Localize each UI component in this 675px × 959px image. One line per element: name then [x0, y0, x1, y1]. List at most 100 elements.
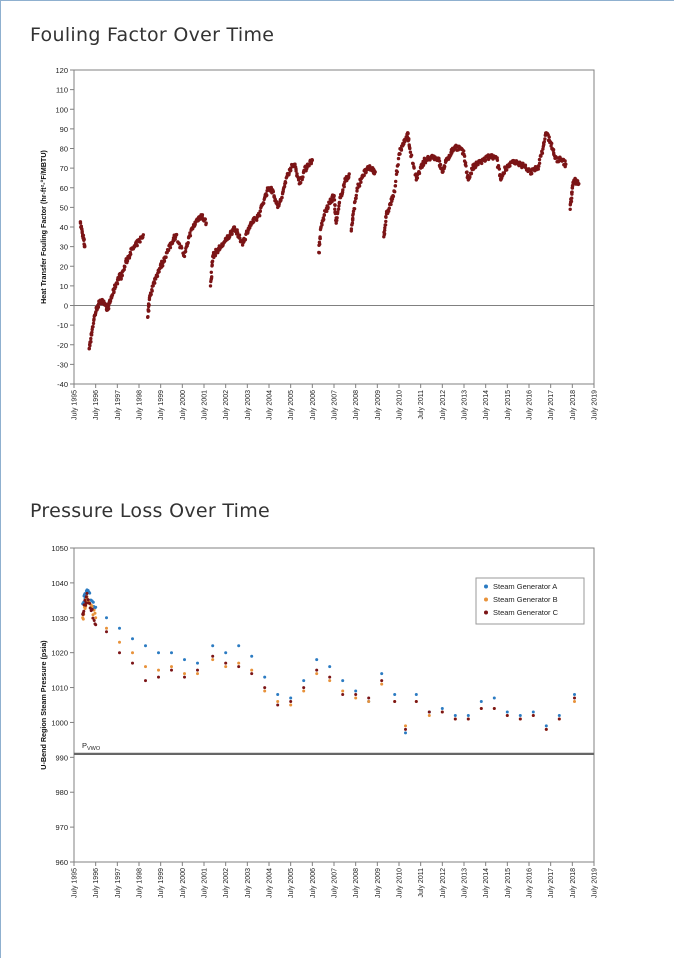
data-point	[380, 672, 384, 676]
data-point	[208, 284, 213, 288]
fouling-factor-chart: -40 -30 -20 -10 0 10 20 30 40 50 60 70 80 90 100 110 120…	[39, 66, 599, 420]
data-point	[240, 243, 245, 247]
legend-marker	[484, 597, 488, 602]
data-point	[408, 150, 413, 154]
data-point	[407, 138, 411, 142]
data-point	[350, 221, 355, 225]
data-point	[354, 693, 358, 696]
x-tick-label: July 2015	[505, 390, 512, 420]
y-tick-label: 1020	[51, 649, 68, 658]
data-point	[544, 727, 548, 731]
data-point	[131, 637, 134, 641]
data-point	[342, 185, 346, 189]
data-point	[404, 727, 407, 731]
data-point	[141, 235, 145, 239]
data-point	[505, 168, 509, 172]
data-point	[107, 306, 111, 311]
data-point	[399, 147, 404, 151]
data-point	[93, 622, 97, 626]
data-point	[372, 169, 376, 173]
data-point	[196, 668, 199, 672]
data-point	[414, 700, 418, 703]
x-tick-label: July 1996	[93, 868, 100, 898]
data-point	[394, 179, 398, 184]
data-point	[326, 205, 330, 210]
pressure-loss-chart: 960 970 980 990 1000 1010 1020 1030 1040 1050 July…	[39, 544, 599, 898]
x-tick-label: July 2014	[483, 868, 490, 898]
data-point	[427, 710, 431, 714]
data-point	[131, 651, 134, 655]
data-point	[570, 196, 574, 200]
data-point	[196, 672, 199, 676]
x-tick-label: July 2006	[310, 390, 317, 420]
data-point	[203, 217, 207, 221]
data-point	[230, 231, 234, 236]
data-point	[299, 181, 303, 185]
data-point	[320, 223, 324, 227]
x-tick-label: July 2000	[180, 390, 187, 420]
y-tick-label: 110	[56, 86, 68, 95]
data-point	[204, 222, 208, 227]
data-point	[209, 270, 213, 274]
data-point	[540, 151, 545, 155]
data-point	[302, 679, 306, 683]
data-point	[166, 248, 171, 252]
data-point	[211, 654, 215, 658]
data-point	[328, 665, 332, 669]
legend-marker	[484, 610, 488, 615]
data-point	[122, 267, 126, 272]
data-point	[85, 591, 89, 595]
data-point	[354, 193, 358, 198]
y-tick-label: 120	[55, 66, 68, 75]
data-point	[367, 700, 371, 703]
y-tick-label: 30	[60, 243, 68, 252]
data-point	[536, 167, 540, 171]
data-point	[125, 259, 130, 263]
data-point	[332, 198, 337, 202]
y-tick-label: -30	[57, 360, 68, 369]
x-tick-label: July 1997	[115, 390, 122, 420]
data-point	[265, 193, 269, 197]
data-point	[147, 303, 151, 307]
data-point	[115, 282, 120, 286]
data-point	[177, 242, 182, 246]
data-point	[183, 675, 186, 679]
plot-area-border	[73, 69, 595, 385]
x-tick-label: July 2018	[570, 390, 577, 420]
data-point	[105, 626, 108, 630]
data-point	[78, 220, 83, 224]
data-point	[530, 171, 534, 176]
data-point	[279, 198, 283, 203]
data-point	[384, 219, 388, 224]
data-point	[328, 679, 332, 683]
data-point	[123, 265, 127, 269]
data-point	[563, 164, 567, 169]
data-point	[453, 714, 457, 717]
data-point	[274, 200, 279, 204]
data-point	[250, 668, 254, 672]
data-point	[237, 661, 241, 665]
data-point	[150, 289, 154, 293]
x-tick-label: July 2004	[267, 868, 274, 898]
data-point	[186, 241, 190, 245]
y-tick-label: 50	[60, 203, 68, 212]
data-point	[364, 170, 368, 175]
data-point	[282, 184, 287, 189]
data-point	[464, 164, 468, 168]
data-point	[336, 210, 340, 214]
x-tick-label: July 2000	[180, 868, 187, 898]
data-point	[523, 163, 528, 167]
data-point	[328, 675, 332, 679]
data-point	[232, 225, 237, 229]
data-point	[351, 212, 355, 216]
data-point	[441, 169, 445, 174]
data-point	[258, 214, 262, 218]
data-point	[224, 651, 228, 655]
x-tick-label: July 2001	[202, 390, 209, 420]
data-point	[170, 665, 173, 669]
x-tick-label: July 2009	[375, 868, 382, 898]
x-tick-label: July 2013	[462, 868, 469, 898]
data-point	[147, 309, 151, 313]
data-point	[412, 166, 416, 170]
